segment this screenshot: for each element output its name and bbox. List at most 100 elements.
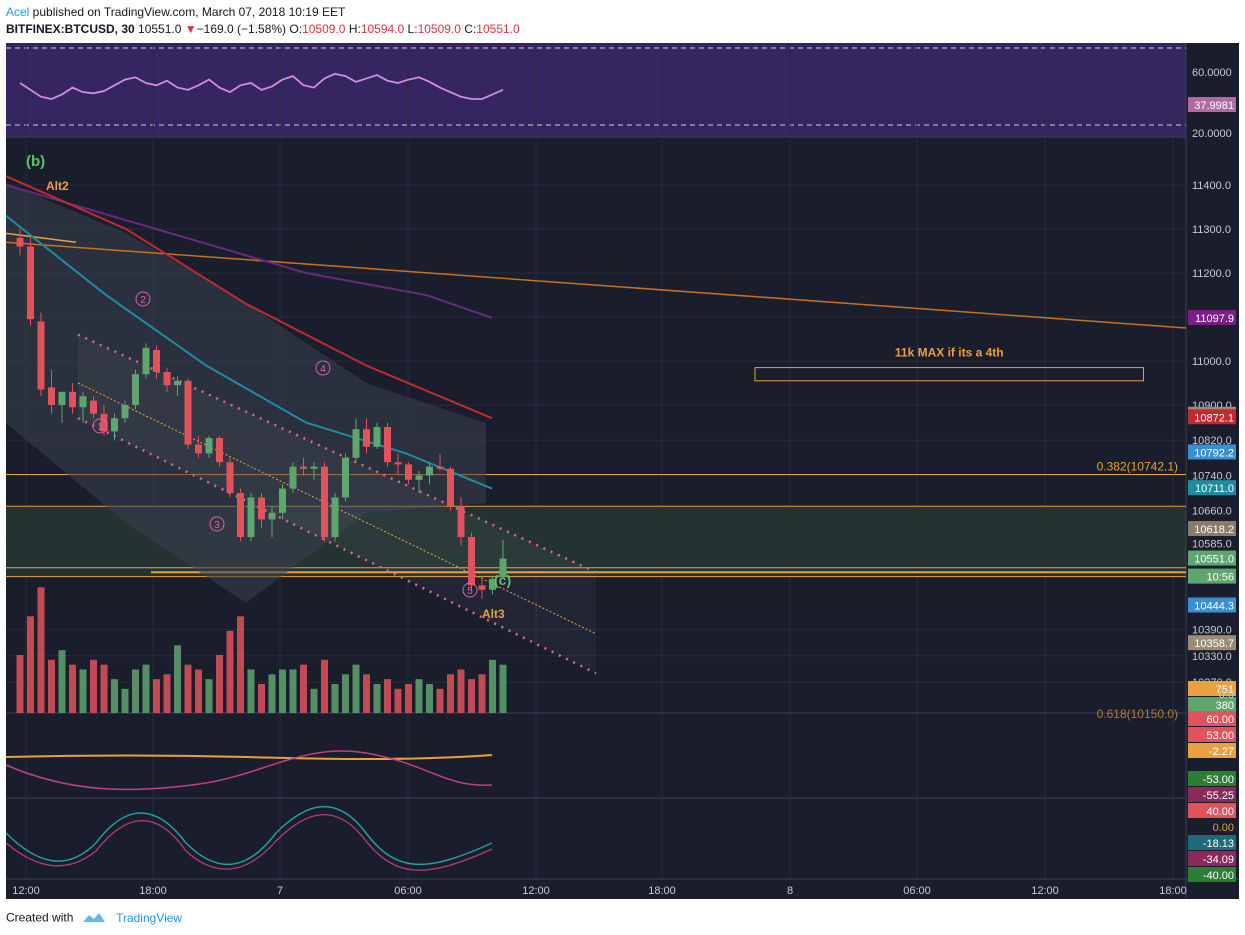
price-tick-label: 10740.0 xyxy=(1192,470,1232,482)
volume-bar xyxy=(153,679,160,713)
volume-bar xyxy=(300,664,307,713)
time-tick-label: 18:00 xyxy=(1159,885,1187,897)
channel-bottom xyxy=(77,417,597,675)
osc2-badge: -40.00 xyxy=(1203,870,1234,882)
osc1-badge-bg xyxy=(1188,743,1236,758)
wave-number-label: 1 xyxy=(97,422,103,433)
candle-body xyxy=(69,391,76,408)
chart-svg[interactable]: 11k MAX if its a 4th (b)Alt2 (c) Alt3 1 2 3 4 5 0… xyxy=(5,43,1239,899)
footer: Created with TradingView xyxy=(6,910,182,927)
candle-body xyxy=(16,237,24,247)
candle-body xyxy=(195,444,202,454)
candle-body xyxy=(415,475,423,480)
wave-circle xyxy=(92,418,108,434)
price-tick-label: 11000.0 xyxy=(1192,356,1231,368)
candle-body xyxy=(132,374,139,405)
candle-body xyxy=(289,466,297,489)
candle-body xyxy=(394,462,402,465)
price-tick-label: 10820.0 xyxy=(1192,435,1232,447)
price-badge-bg xyxy=(1188,520,1236,536)
volume-bar xyxy=(352,664,360,713)
osc1-badge-bg xyxy=(1188,771,1236,786)
candle-body xyxy=(226,462,234,493)
volume-bar xyxy=(100,664,108,713)
rsi-tick-60: 60.0000 xyxy=(1192,67,1232,79)
wave-b-label: (b) xyxy=(26,153,45,170)
wave-c-label: (c) xyxy=(494,572,511,588)
price-change: −169.0 (−1.58%) xyxy=(196,22,287,36)
candle-body xyxy=(258,497,265,520)
volume-bar xyxy=(373,684,381,713)
candle-body xyxy=(279,488,286,513)
tradingview-link[interactable]: TradingView xyxy=(116,910,183,925)
osc1-badge: 53.00 xyxy=(1206,730,1234,742)
candle-body xyxy=(499,558,507,578)
author-link[interactable]: Acel xyxy=(6,5,30,19)
volume-bar xyxy=(342,674,349,713)
candle-body xyxy=(268,512,276,520)
ma-teal-line xyxy=(5,215,493,490)
price-tick-label: 10585.0 xyxy=(1192,539,1232,551)
volume-bar xyxy=(489,659,496,713)
candle-body xyxy=(153,350,160,372)
osc1-badge: -55.25 xyxy=(1203,790,1234,802)
volume-bar xyxy=(457,669,465,713)
volume-bar xyxy=(16,655,24,713)
candle-body xyxy=(121,405,129,419)
high-value: 10594.0 xyxy=(360,22,405,36)
candle-body xyxy=(90,400,97,414)
price-tick-label: 11400.0 xyxy=(1192,180,1231,192)
volume-bar xyxy=(174,645,181,713)
osc1-line-orange xyxy=(5,754,493,760)
chart-area[interactable]: 11k MAX if its a 4th (b) Alt2 (c) Alt3 1 2 3 4 5 0… xyxy=(5,43,1239,899)
fib-618-label: 0.618(10150.0) xyxy=(1097,707,1178,721)
price-badge-bg xyxy=(1188,409,1236,425)
volume-bar xyxy=(321,659,328,713)
volume-bar xyxy=(478,674,486,713)
time-tick-label: 12:00 xyxy=(1031,885,1059,897)
candle-body xyxy=(237,493,244,537)
volume-bar xyxy=(90,659,97,713)
volume-badge-bg xyxy=(1188,697,1236,712)
price-badge-bg xyxy=(1188,550,1236,566)
volume-bar xyxy=(363,674,370,713)
volume-bar xyxy=(436,688,444,713)
price-badge-bg xyxy=(1188,635,1236,651)
wave-number-label: 2 xyxy=(140,295,146,306)
osc2-badge: 0.00 xyxy=(1213,822,1234,834)
trend-line xyxy=(5,241,1187,329)
volume-bar xyxy=(79,669,87,713)
time-tick-label: 12:00 xyxy=(12,885,40,897)
candle-body xyxy=(447,468,454,507)
volume-bar xyxy=(310,688,318,713)
volume-badge: 380 xyxy=(1216,700,1234,712)
volume-bar xyxy=(415,679,423,713)
alt2-line xyxy=(5,232,77,243)
wave-circle xyxy=(135,291,151,307)
price-tick-label: 10330.0 xyxy=(1192,651,1232,663)
candle-body xyxy=(489,578,496,590)
ma-purple-line xyxy=(5,184,493,319)
alt3-label: Alt3 xyxy=(482,607,505,621)
volume-bar xyxy=(195,669,202,713)
osc2-badge-bg xyxy=(1188,819,1236,834)
candle-body xyxy=(342,457,349,498)
volume-bar xyxy=(447,674,454,713)
price-badge: 10618.2 xyxy=(1194,524,1234,536)
volume-bar xyxy=(405,684,412,713)
volume-bar xyxy=(58,650,66,713)
volume-bar xyxy=(384,679,391,713)
candle-body xyxy=(426,466,433,476)
candle-body xyxy=(373,427,381,447)
price-tick-label: 10390.0 xyxy=(1192,624,1232,636)
target-box xyxy=(754,367,1144,382)
candle-body xyxy=(216,438,223,463)
candle-body xyxy=(405,464,412,480)
close-value: 10551.0 xyxy=(476,22,520,36)
high-label: H: xyxy=(348,22,361,36)
open-label: O: xyxy=(289,22,303,36)
osc1-line-magenta xyxy=(5,750,493,791)
volume-badge-bg xyxy=(1188,681,1236,696)
price-badge: 10872.1 xyxy=(1194,412,1234,424)
time-tick-label: 12:00 xyxy=(522,885,550,897)
